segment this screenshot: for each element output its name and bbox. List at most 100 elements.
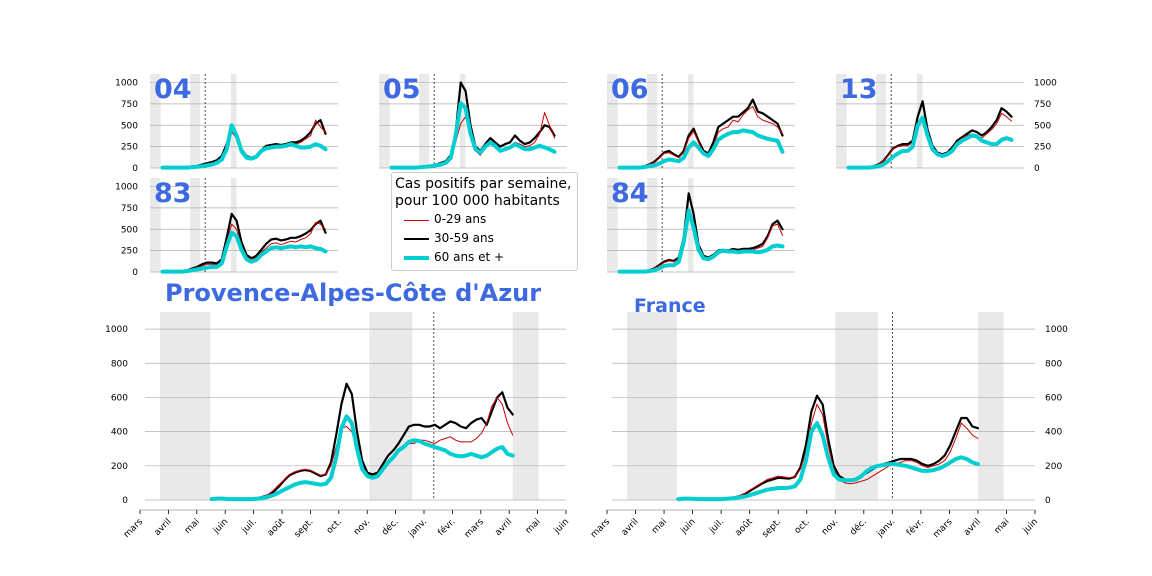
shaded-period [160,312,211,500]
legend-item-old: 60 ans et + [404,250,505,266]
y-tick-label: 200 [111,462,128,472]
legend-swatch-young [404,220,429,221]
series-line-old [617,208,785,274]
legend-label-young: 0-29 ans [434,212,487,226]
x-tick-label: août [266,517,288,539]
series-line-old [160,230,328,274]
series-line-mid [847,100,1013,169]
shaded-period [512,312,539,500]
series-line-young [619,216,783,273]
y-tick-label: 600 [1045,393,1062,403]
legend-swatch-mid [404,238,429,240]
y-tick-label: 750 [121,204,138,214]
y-tick-label: 250 [1034,143,1051,153]
panel-title: Provence-Alpes-Côte d'Azur [165,279,541,307]
series-line-old [846,115,1014,170]
panel-05: 05 [379,74,567,170]
x-tick-label: mai [183,517,202,536]
shaded-period [626,312,677,500]
panel-title: 13 [840,74,878,105]
x-tick-label: mai [524,517,543,536]
x-tick-label: mars [122,517,145,540]
x-tick-label: oct. [325,517,344,536]
y-tick-label: 750 [121,100,138,110]
series-line-old [160,123,328,170]
y-tick-label: 800 [1045,359,1062,369]
shaded-period [647,74,658,168]
legend-item-young: 0-29 ans [404,212,487,228]
x-tick-label: déc. [848,516,869,537]
x-tick-label: mars [463,517,486,540]
panel-13: 0 250 500 750 1000 13 [836,74,1057,174]
panel-title: 83 [154,178,192,209]
shaded-period [230,74,237,168]
y-tick-label: 400 [1045,428,1062,438]
x-tick-label: mai [993,517,1012,536]
shaded-period [369,312,413,500]
legend: Cas positifs par semaine, pour 100 000 h… [391,172,578,271]
y-tick-label: 500 [121,225,138,235]
y-tick-label: 1000 [1034,79,1057,89]
x-tick-label: juil. [240,517,259,536]
x-tick-label: juin [552,517,571,536]
shaded-period [687,74,694,168]
x-tick-label: nov. [820,517,840,537]
series-line-old [676,421,980,502]
y-tick-label: 0 [1034,164,1040,174]
y-tick-label: 200 [1045,462,1062,472]
legend-label-mid: 30-59 ans [434,231,494,245]
shaded-period [687,178,694,272]
shaded-period [836,74,847,168]
series-line-young [211,397,514,500]
y-tick-label: 1000 [115,79,138,89]
panel-84: 84 [607,178,795,274]
x-tick-label: févr. [904,516,926,538]
y-tick-label: 0 [132,164,138,174]
x-tick-label: avril [962,517,983,538]
x-tick-label: juil. [707,517,726,536]
y-tick-label: 250 [121,247,138,257]
x-tick-label: avril [493,517,514,538]
y-tick-label: 0 [122,496,128,506]
y-tick-label: 500 [1034,121,1051,131]
shaded-period [835,312,879,500]
panel-title: 84 [611,178,649,209]
legend-item-mid: 30-59 ans [404,231,494,247]
x-tick-label: avril [620,517,641,538]
shaded-period [977,312,1004,500]
x-tick-label: janv. [875,517,898,540]
x-tick-label: sept. [293,517,316,540]
shaded-period [607,74,618,168]
legend-swatch-old [404,256,429,260]
legend-title-line1: Cas positifs par semaine, [395,176,572,192]
y-tick-label: 600 [111,393,128,403]
x-tick-label: déc. [379,516,400,537]
shaded-period [190,74,201,168]
legend-label-old: 60 ans et + [434,250,505,264]
panel-title: 05 [383,74,421,105]
x-tick-label: mars [589,517,612,540]
shaded-period [150,178,161,272]
x-tick-label: nov. [352,517,372,537]
shaded-period [607,178,618,272]
panel-title: 06 [611,74,649,105]
x-tick-label: juin [211,517,230,536]
y-tick-label: 400 [111,428,128,438]
x-tick-label: avril [153,517,174,538]
panel-06: 06 [607,74,795,170]
panel-04: 0 250 500 750 1000 04 [115,74,338,174]
shaded-period [190,178,201,272]
x-tick-label: sept. [760,517,783,540]
x-tick-label: juin [1021,517,1040,536]
shaded-period [419,74,430,168]
x-tick-label: oct. [793,517,812,536]
x-tick-label: mars [931,517,954,540]
shaded-period [230,178,237,272]
y-tick-label: 0 [132,268,138,278]
x-tick-label: janv. [406,517,429,540]
shaded-period [647,178,658,272]
y-tick-label: 500 [121,121,138,131]
y-tick-label: 1000 [1045,325,1068,335]
